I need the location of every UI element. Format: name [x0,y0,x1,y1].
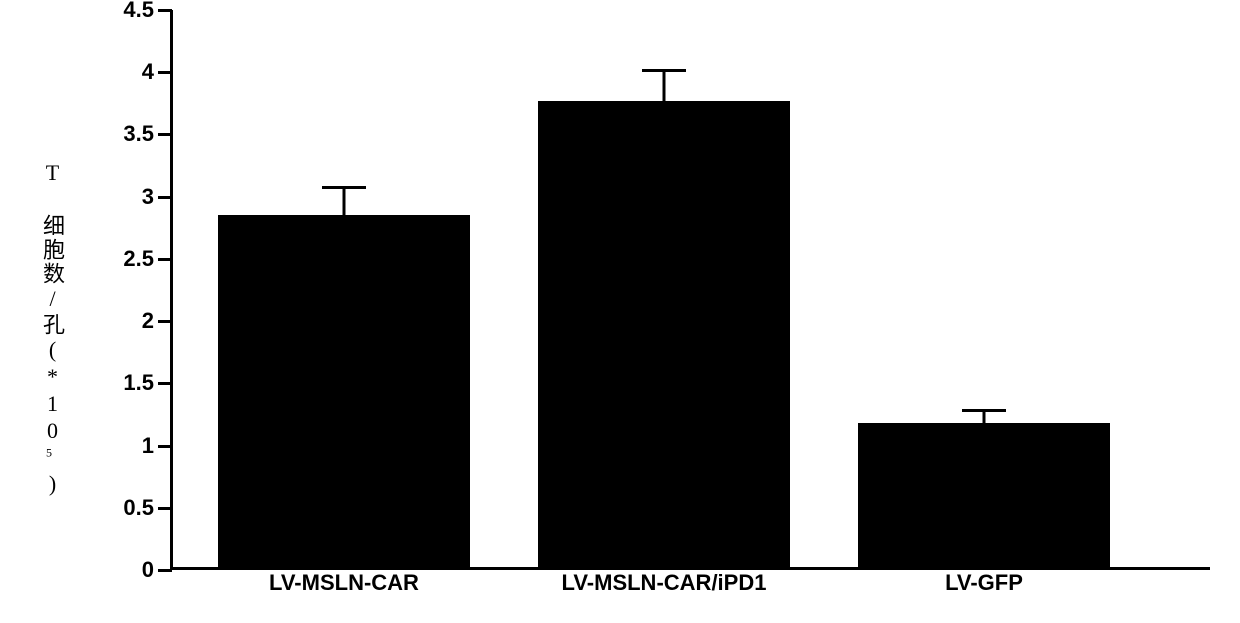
y-tick-label: 4.5 [123,0,154,23]
x-tick-label: LV-MSLN-CAR [269,570,419,596]
y-tick-label: 2 [142,308,154,334]
y-axis-label: T 细胞数/孔(*105) [36,160,68,498]
error-bar-cap [322,186,366,189]
y-tick-label: 4 [142,59,154,85]
y-axis-label-sup: 5 [46,446,54,460]
y-tick [158,569,172,572]
y-axis-label-suffix: ) [40,471,65,498]
error-bar-cap [962,409,1006,412]
figure: T 细胞数/孔(*105) 0 0.5 1 1.5 2 2.5 3 3.5 4 4.5 LV-MS… [0,0,1240,623]
error-bar-cap [642,69,686,72]
y-tick [158,258,172,261]
y-axis-label-prefix: T 细胞数/孔(*10 [40,160,65,445]
bar [858,423,1110,570]
y-tick-label: 2.5 [123,246,154,272]
y-tick-label: 3 [142,184,154,210]
y-tick-label: 0.5 [123,495,154,521]
y-tick [158,382,172,385]
y-tick [158,196,172,199]
error-bar-stem [343,188,346,215]
x-tick-label: LV-MSLN-CAR/iPD1 [562,570,767,596]
y-tick [158,9,172,12]
y-tick [158,445,172,448]
x-tick-label: LV-GFP [945,570,1023,596]
y-tick-label: 1.5 [123,370,154,396]
y-tick-label: 3.5 [123,121,154,147]
y-tick-label: 1 [142,433,154,459]
error-bar-stem [983,411,986,423]
y-tick-label: 0 [142,557,154,583]
y-tick [158,320,172,323]
bar [538,101,790,570]
y-tick [158,507,172,510]
y-tick [158,71,172,74]
y-tick [158,133,172,136]
y-axis [170,10,173,570]
plot-area: 00.511.522.533.544.5 [110,10,1210,570]
error-bar-stem [663,71,666,101]
bar [218,215,470,570]
